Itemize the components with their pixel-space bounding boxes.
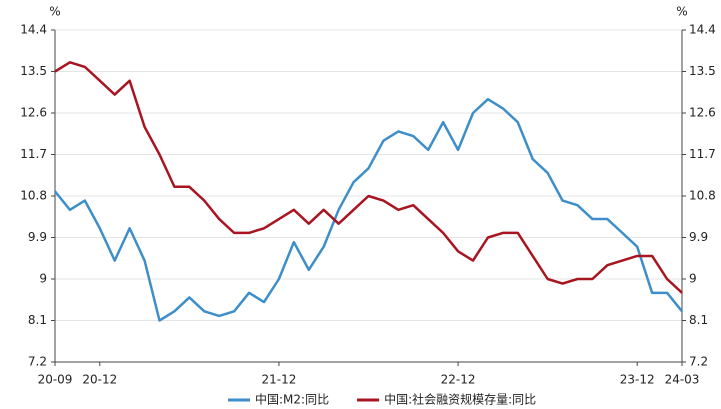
x-tick-label: 20-12 xyxy=(82,373,117,387)
y2-tick-label: 9.9 xyxy=(689,230,708,244)
y2-tick-label: 13.5 xyxy=(689,64,716,78)
x-tick-label: 24-03 xyxy=(665,373,700,387)
x-tick-label: 22-12 xyxy=(441,373,476,387)
y-tick-label: 9.9 xyxy=(28,230,47,244)
y2-tick-label: 14.4 xyxy=(689,23,716,37)
y2-tick-label: 12.6 xyxy=(689,106,716,120)
y2-tick-label: 11.7 xyxy=(689,147,716,161)
y2-tick-label: 9 xyxy=(689,272,697,286)
y-tick-label: 13.5 xyxy=(20,64,47,78)
x-tick-label: 21-12 xyxy=(261,373,296,387)
legend-label: 中国:社会融资规模存量:同比 xyxy=(384,392,536,407)
y2-unit: % xyxy=(676,5,687,19)
y2-tick-label: 10.8 xyxy=(689,189,716,203)
y-tick-label: 8.1 xyxy=(28,313,47,327)
series-line xyxy=(54,61,683,294)
x-tick-label: 23-12 xyxy=(620,373,655,387)
y-tick-label: 7.2 xyxy=(28,355,47,369)
x-tick-label: 20-09 xyxy=(38,373,73,387)
y-tick-label: 14.4 xyxy=(20,23,47,37)
y2-tick-label: 8.1 xyxy=(689,313,708,327)
y-tick-label: 10.8 xyxy=(20,189,47,203)
y-tick-label: 11.7 xyxy=(20,147,47,161)
y2-tick-label: 7.2 xyxy=(689,355,708,369)
y-tick-label: 12.6 xyxy=(20,106,47,120)
y-unit: % xyxy=(49,5,60,19)
legend-label: 中国:M2:同比 xyxy=(255,392,329,407)
series-line xyxy=(54,97,683,322)
y-tick-label: 9 xyxy=(39,272,47,286)
